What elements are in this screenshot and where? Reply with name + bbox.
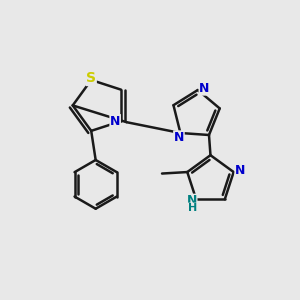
Text: N: N [235, 164, 245, 177]
Text: N: N [199, 82, 209, 95]
Text: S: S [86, 71, 96, 85]
Text: H: H [188, 203, 197, 213]
Text: N: N [187, 194, 197, 207]
Text: N: N [110, 115, 120, 128]
Text: N: N [174, 131, 184, 144]
